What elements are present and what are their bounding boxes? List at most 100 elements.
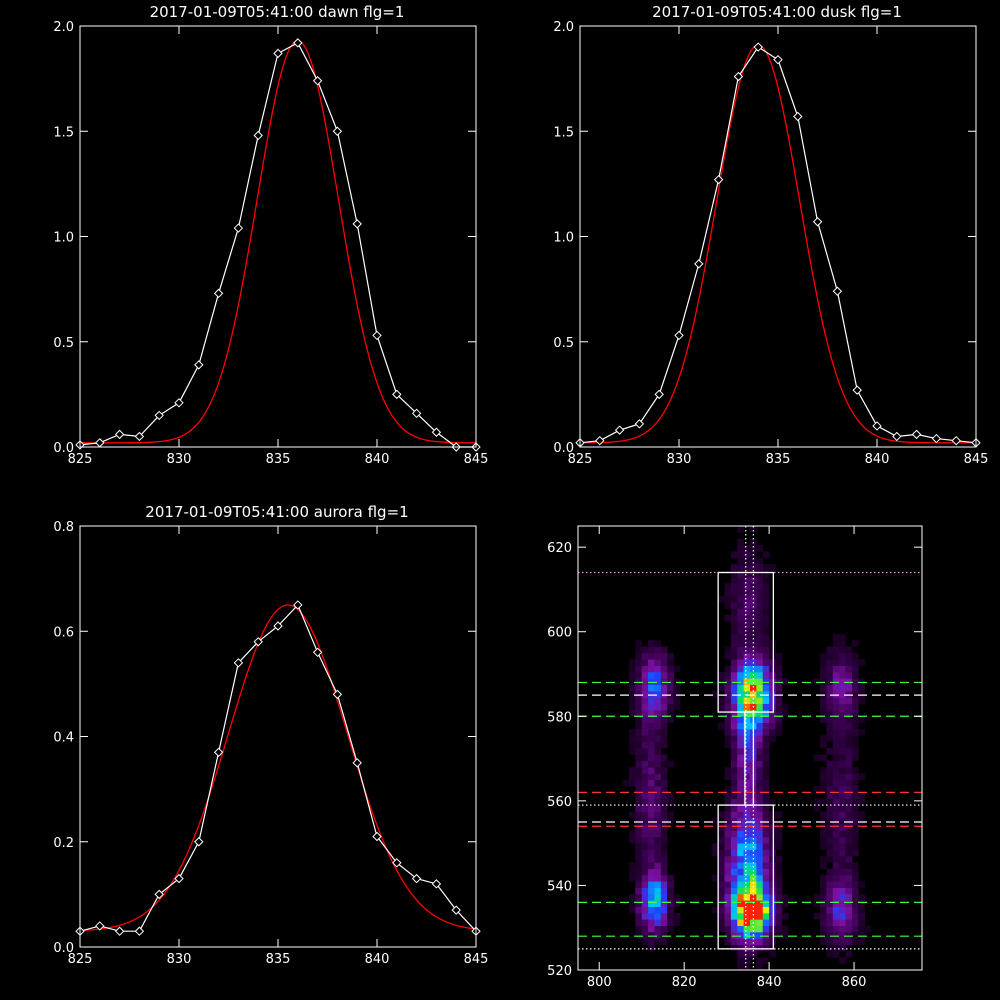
heatmap-cell: [654, 881, 662, 888]
data-point: [95, 438, 105, 448]
heatmap-cell: [820, 912, 827, 920]
heatmap-cell: [730, 868, 738, 876]
heatmap-cell: [839, 874, 846, 882]
heatmap-cell: [762, 614, 770, 622]
heatmap-cell: [851, 773, 859, 781]
heatmap-cell: [826, 690, 834, 698]
heatmap-cell: [737, 576, 745, 584]
heatmap-cell: [845, 868, 853, 876]
heatmap-cell: [762, 589, 770, 597]
heatmap-cell: [813, 900, 821, 907]
y-tick-label: 580: [547, 710, 572, 725]
heatmap-cell: [769, 697, 776, 704]
heatmap-cell: [660, 811, 668, 819]
heatmap-cell: [756, 690, 764, 698]
heatmap-cell: [667, 684, 674, 692]
heatmap-cell: [660, 887, 668, 895]
heatmap-cell: [826, 684, 834, 692]
heatmap-cell: [648, 868, 655, 876]
heatmap-cell: [762, 773, 770, 781]
heatmap-cell: [641, 830, 649, 838]
heatmap-cell: [724, 671, 732, 679]
heatmap-cell: [762, 570, 770, 578]
heatmap-cell: [826, 855, 834, 863]
data-point: [95, 921, 105, 931]
heatmap-cell: [858, 900, 866, 907]
heatmap-cell: [667, 817, 674, 825]
heatmap-cell: [648, 671, 655, 679]
x-tick-label: 840: [757, 975, 782, 990]
heatmap-cell: [635, 779, 643, 787]
heatmap-cell: [737, 741, 745, 749]
heatmap-cell: [851, 703, 859, 711]
heatmap-cell: [641, 843, 649, 850]
heatmap-cell: [635, 811, 643, 819]
heatmap-cell: [756, 576, 764, 584]
heatmap-cell: [648, 798, 655, 806]
heatmap-cell: [673, 703, 681, 711]
heatmap-cell: [851, 659, 859, 666]
heatmap-cell: [750, 633, 757, 641]
heatmap-cell: [851, 849, 859, 857]
data-point: [372, 330, 382, 341]
heatmap-cell: [750, 881, 757, 888]
heatmap-cell: [858, 925, 866, 933]
heatmap-cell: [826, 900, 834, 907]
data-point: [614, 425, 625, 435]
heatmap-cell: [839, 633, 846, 641]
heatmap-cell: [750, 684, 757, 692]
heatmap-cell: [826, 836, 834, 844]
heatmap-cell: [839, 817, 846, 825]
x-tick-label: 835: [266, 952, 291, 967]
heatmap-cell: [654, 671, 662, 679]
heatmap-cell: [648, 843, 655, 850]
heatmap-cell: [743, 697, 751, 704]
heatmap-cell: [762, 684, 770, 692]
data-point: [134, 431, 145, 442]
heatmap-cell: [743, 652, 751, 660]
heatmap-cell: [839, 748, 846, 755]
heatmap-cell: [635, 773, 643, 781]
heatmap-cell: [743, 741, 751, 749]
heatmap-cell: [845, 855, 853, 863]
heatmap-cell: [648, 709, 655, 717]
heatmap-cell: [743, 621, 751, 628]
heatmap-cell: [756, 906, 764, 914]
heatmap-cell: [762, 931, 770, 939]
heatmap-cell: [743, 754, 751, 762]
heatmap-cell: [718, 887, 725, 895]
heatmap-cell: [667, 709, 674, 717]
heatmap-cell: [851, 817, 859, 825]
heatmap-cell: [762, 665, 770, 673]
heatmap-cell: [660, 697, 668, 704]
dusk-title: 2017-01-09T05:41:00 dusk flg=1: [652, 3, 902, 21]
heatmap-cell: [832, 646, 840, 654]
heatmap-cell: [845, 792, 853, 800]
data-point: [213, 747, 224, 757]
heatmap-cell: [730, 786, 738, 793]
heatmap-cell: [769, 564, 776, 571]
heatmap-cell: [762, 633, 770, 641]
heatmap-cell: [762, 551, 770, 559]
heatmap-cell: [756, 887, 764, 895]
heatmap-cell: [660, 735, 668, 743]
heatmap-cell: [826, 805, 834, 812]
heatmap-cell: [737, 716, 745, 724]
heatmap-cell: [839, 957, 846, 965]
heatmap-cell: [769, 938, 776, 946]
heatmap-cell: [730, 659, 738, 666]
heatmap-cell: [839, 754, 846, 762]
heatmap-cell: [737, 633, 745, 641]
dusk-plot-area: 825 830 835 840 845 0.0 0.5 1.0 1.5 2.0: [553, 20, 988, 467]
heatmap-cell: [635, 671, 643, 679]
heatmap-cell: [635, 843, 643, 850]
heatmap-cell: [635, 741, 643, 749]
heatmap-cell: [711, 874, 719, 882]
heatmap-cell: [832, 843, 840, 850]
heatmap-cell: [743, 595, 751, 603]
heatmap-cell: [820, 741, 827, 749]
heatmap-cell: [635, 881, 643, 888]
heatmap-cell: [839, 824, 846, 831]
heatmap-cell: [654, 938, 662, 946]
heatmap-cell: [750, 912, 757, 920]
